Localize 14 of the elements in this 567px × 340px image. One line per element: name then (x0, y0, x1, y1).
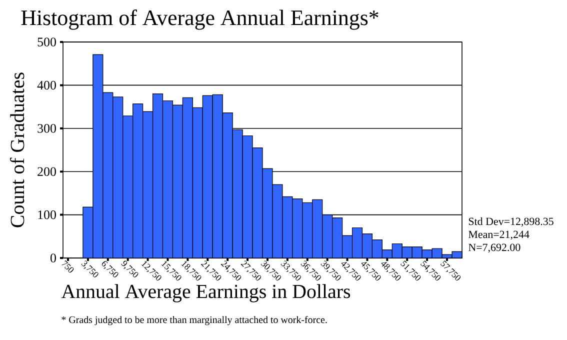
y-tick-label: 0 (50, 254, 56, 262)
y-tick-label: 300 (38, 124, 56, 133)
text: Std Dev=12,898.35 (468, 217, 554, 227)
x-axis-title: Annual Average Earnings in Dollars (61, 284, 350, 302)
y-tick-label: 100 (38, 210, 56, 220)
y-tick-label: 400 (37, 80, 56, 90)
y-axis-title: Count of Graduates (10, 72, 24, 228)
y-tick-label: 500 (38, 38, 56, 46)
y-tick-label: 200 (38, 167, 56, 176)
chart-title: Histogram of Average Annual Earnings* (21, 10, 378, 30)
text: * Grads judged to be more than marginally attached to work-force. (62, 316, 327, 326)
text: N=7,692.00 (468, 244, 520, 253)
x-tick-label: 750 (62, 260, 74, 273)
text: Mean=21,244 (468, 230, 530, 240)
